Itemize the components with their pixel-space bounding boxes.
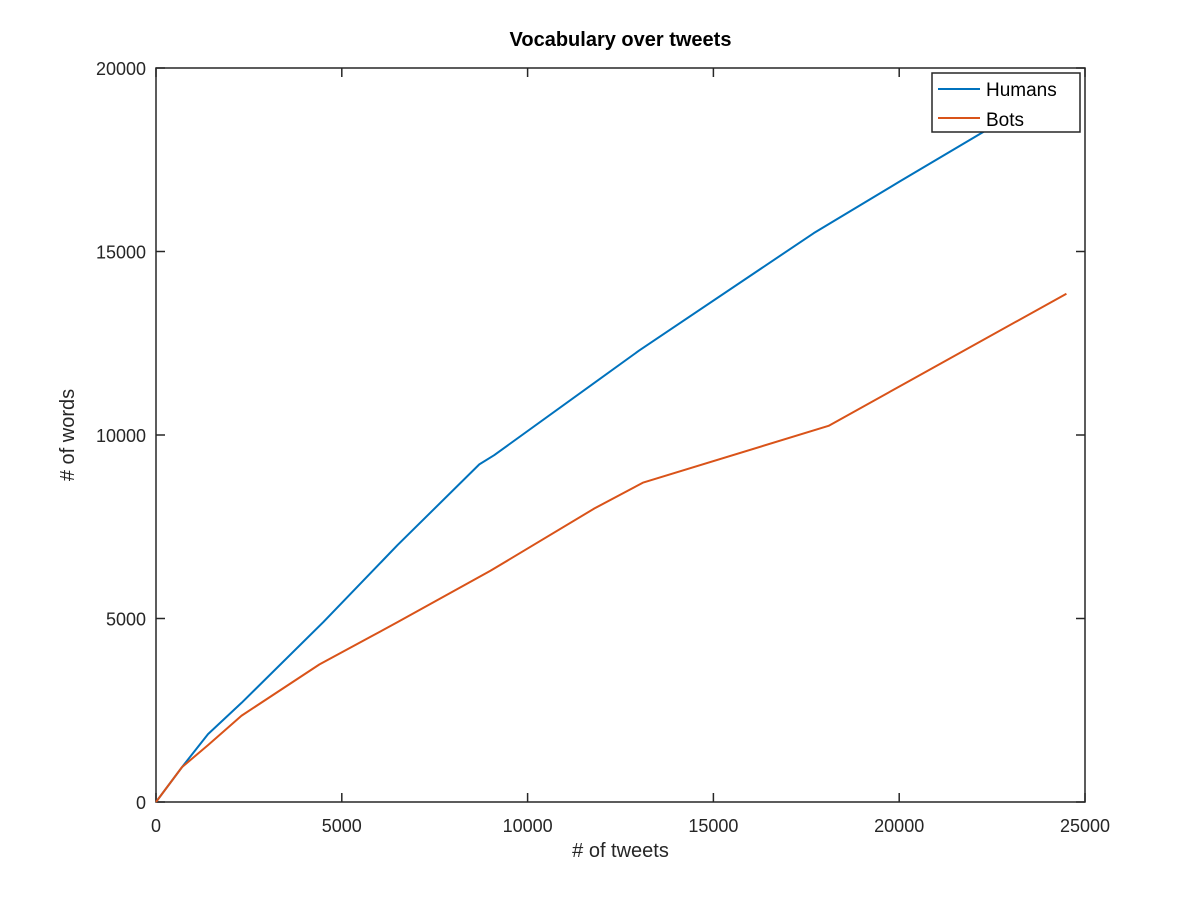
tick-labels: 0 5000 10000 15000 20000 25000 0 5000 10000 15000… bbox=[96, 59, 1110, 836]
x-tick-label: 20000 bbox=[874, 816, 924, 836]
plot-area bbox=[155, 67, 1086, 803]
y-tick-label: 10000 bbox=[96, 426, 146, 446]
y-axis-label: # of words bbox=[57, 389, 79, 481]
y-tick-label: 20000 bbox=[96, 59, 146, 79]
legend-label-bots: Bots bbox=[986, 110, 1024, 131]
series-line-humans bbox=[155, 125, 993, 803]
series-lines bbox=[155, 125, 1067, 803]
legend-label-humans: Humans bbox=[986, 80, 1057, 101]
y-tick-label: 15000 bbox=[96, 243, 146, 263]
plot-frame bbox=[155, 67, 1086, 803]
series-line-bots bbox=[155, 292, 1067, 803]
x-tick-label: 5000 bbox=[322, 816, 362, 836]
legend: Humans Bots bbox=[931, 72, 1081, 133]
x-tick-label: 25000 bbox=[1060, 816, 1110, 836]
x-tick-label: 15000 bbox=[688, 816, 738, 836]
y-tick-label: 0 bbox=[136, 793, 146, 813]
ticks bbox=[155, 67, 1086, 803]
x-axis-label: # of tweets bbox=[572, 840, 669, 862]
x-tick-label: 0 bbox=[151, 816, 161, 836]
chart-title: Vocabulary over tweets bbox=[510, 29, 732, 51]
legend-box bbox=[931, 72, 1081, 133]
y-tick-label: 5000 bbox=[106, 610, 146, 630]
x-tick-label: 10000 bbox=[503, 816, 553, 836]
